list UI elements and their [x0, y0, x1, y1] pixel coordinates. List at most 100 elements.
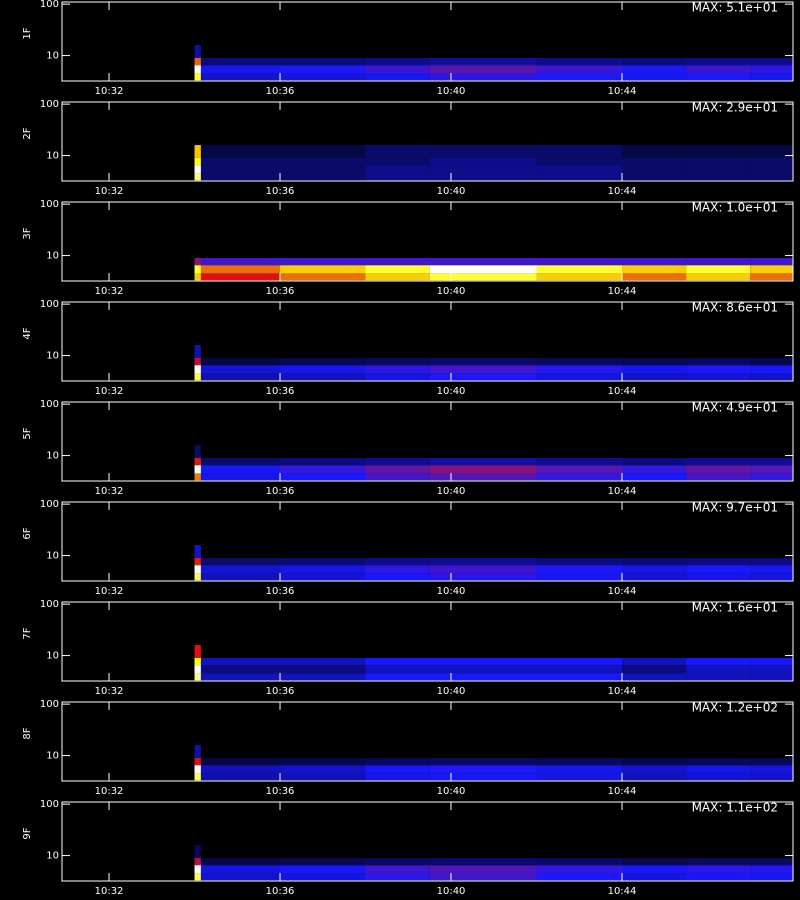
heatmap-cell — [536, 845, 623, 858]
heatmap-cell — [280, 757, 366, 766]
heatmap-cell — [686, 757, 751, 766]
heatmap-cell — [750, 345, 793, 358]
heatmap-cell — [365, 557, 430, 566]
heatmap-cell — [429, 773, 537, 781]
max-annotation: MAX: 1.0e+01 — [692, 201, 778, 215]
heatmap-cell — [429, 873, 537, 881]
heatmap-cell — [686, 45, 751, 58]
x-tick-label: 10:32 — [95, 886, 124, 897]
heatmap-cell — [200, 545, 281, 558]
heatmap-cell — [429, 45, 537, 58]
heatmap-cell — [750, 65, 793, 74]
heatmap-cell — [365, 757, 430, 766]
x-tick-label: 10:36 — [266, 786, 295, 797]
y-tick-label: 100 — [40, 199, 59, 210]
x-tick-label: 10:36 — [266, 586, 295, 597]
x-tick-label: 10:32 — [95, 386, 124, 397]
heatmap-cell — [536, 657, 623, 666]
x-tick-label: 10:36 — [266, 86, 295, 97]
heatmap-cell — [750, 873, 793, 881]
heatmap-cell — [200, 57, 281, 66]
heatmap-cell — [536, 245, 623, 258]
heatmap-cell — [750, 465, 793, 474]
heatmap-cell — [622, 357, 687, 366]
heatmap-cell — [686, 545, 751, 558]
heatmap-cell — [200, 373, 281, 381]
heatmap-cell — [536, 665, 623, 674]
heatmap-cell — [280, 545, 366, 558]
heatmap-cell — [280, 665, 366, 674]
heatmap-cell — [200, 257, 281, 266]
heatmap-cell — [750, 665, 793, 674]
plot-frame — [61, 101, 794, 182]
heatmap-cell — [622, 245, 687, 258]
heatmap-cell — [750, 145, 793, 158]
heatmap-cell — [429, 245, 537, 258]
x-tick-label: 10:40 — [437, 86, 466, 97]
panel: 10 100 10:32 10:36 10:40 10:44 1F MAX: 5.1e+01 — [22, 0, 794, 97]
heatmap-cell — [686, 873, 751, 881]
heatmap-cell — [622, 145, 687, 158]
heatmap-cell — [686, 173, 751, 181]
x-tick-label: 10:40 — [437, 386, 466, 397]
heatmap-cell — [280, 573, 366, 581]
heatmap-cell — [200, 65, 281, 74]
heatmap-cell — [365, 265, 430, 274]
max-annotation: MAX: 2.9e+01 — [692, 101, 778, 115]
y-tick-label: 10 — [46, 651, 59, 662]
heatmap-cell — [200, 773, 281, 781]
heatmap-cell — [365, 245, 430, 258]
heatmap-cell — [536, 473, 623, 481]
heatmap-cell — [200, 557, 281, 566]
heatmap-cell — [686, 845, 751, 858]
x-tick-label: 10:32 — [95, 186, 124, 197]
heatmap-cell — [194, 365, 201, 374]
heatmap-cell — [750, 265, 793, 274]
heatmap-cell — [536, 445, 623, 458]
x-tick-label: 10:32 — [95, 486, 124, 497]
heatmap-cell — [429, 345, 537, 358]
panel: 10 100 10:32 10:36 10:40 10:44 8F MAX: 1.2e+02 — [22, 699, 794, 797]
y-tick-label: 10 — [46, 351, 59, 362]
heatmap-cell — [429, 365, 537, 374]
heatmap-cell — [429, 545, 537, 558]
heatmap-cell — [536, 457, 623, 466]
heatmap-cell — [365, 257, 430, 266]
heatmap-cell — [686, 673, 751, 681]
heatmap-cell — [365, 465, 430, 474]
heatmap-cell — [194, 645, 201, 658]
heatmap-cell — [194, 745, 201, 758]
y-axis-label: 1F — [22, 27, 33, 39]
heatmap-cell — [280, 657, 366, 666]
heatmap-cell — [194, 857, 201, 866]
heatmap-cell — [200, 657, 281, 666]
heatmap-cell — [280, 165, 366, 174]
heatmap-cell — [365, 365, 430, 374]
y-axis-label: 7F — [22, 627, 33, 639]
heatmap-cell — [429, 265, 537, 274]
x-tick-label: 10:40 — [437, 886, 466, 897]
heatmap-cell — [750, 865, 793, 874]
y-tick-label: 100 — [40, 0, 59, 10]
heatmap-cell — [280, 257, 366, 266]
heatmap-cell — [200, 265, 281, 274]
heatmap-cell — [200, 457, 281, 466]
heatmap-cell — [750, 573, 793, 581]
x-tick-label: 10:36 — [266, 386, 295, 397]
heatmap-cell — [365, 65, 430, 74]
heatmap-cell — [200, 873, 281, 881]
heatmap-cell — [750, 445, 793, 458]
heatmap-cell — [429, 373, 537, 381]
heatmap-cell — [686, 65, 751, 74]
heatmap-cell — [194, 345, 201, 358]
heatmap-cell — [194, 57, 201, 66]
heatmap-cell — [194, 473, 201, 481]
heatmap-cell — [429, 465, 537, 474]
heatmap-cell — [622, 873, 687, 881]
heatmap-cell — [194, 257, 201, 266]
heatmap-cell — [536, 773, 623, 781]
heatmap-cell — [365, 157, 430, 166]
heatmap-cell — [200, 765, 281, 774]
x-tick-label: 10:32 — [95, 686, 124, 697]
heatmap-cell — [194, 173, 201, 181]
